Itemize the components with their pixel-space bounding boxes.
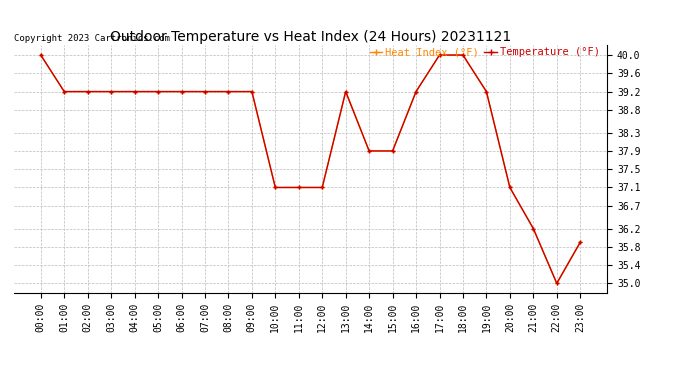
Title: Outdoor Temperature vs Heat Index (24 Hours) 20231121: Outdoor Temperature vs Heat Index (24 Ho… <box>110 30 511 44</box>
Legend: Heat Index (°F), Temperature (°F): Heat Index (°F), Temperature (°F) <box>368 45 602 59</box>
Text: Copyright 2023 Cartronics.com: Copyright 2023 Cartronics.com <box>14 33 170 42</box>
